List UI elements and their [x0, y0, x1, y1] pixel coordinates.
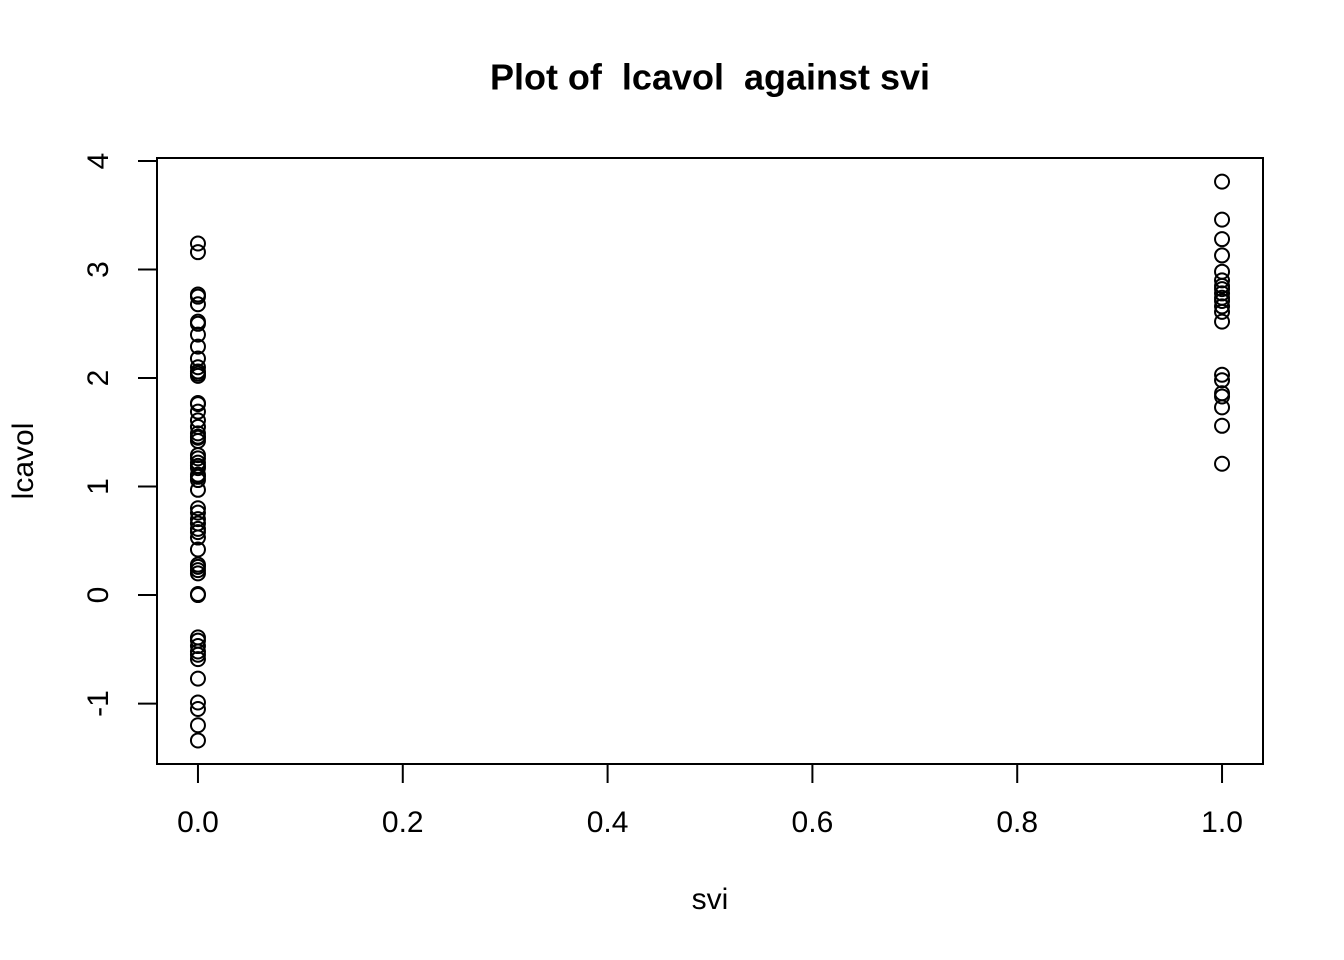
y-tick-label: 0 [82, 587, 115, 604]
point [1214, 293, 1231, 310]
point [189, 732, 206, 749]
point [189, 524, 206, 541]
point [189, 296, 206, 313]
point [189, 481, 206, 498]
point [189, 450, 206, 467]
point [189, 315, 206, 332]
x-tick-label: 0.6 [792, 806, 834, 839]
point [1214, 281, 1231, 298]
point [1214, 313, 1231, 330]
point [1214, 247, 1231, 264]
point [1214, 399, 1231, 416]
point [189, 587, 206, 604]
point [189, 367, 206, 384]
point [189, 717, 206, 734]
point [1214, 385, 1231, 402]
point [189, 244, 206, 261]
chart-title: Plot of lcavol against svi [490, 57, 930, 98]
point [189, 529, 206, 546]
point [189, 670, 206, 687]
x-tick-label: 0.2 [382, 806, 424, 839]
point [189, 338, 206, 355]
point [189, 504, 206, 521]
x-tick-label: 0.0 [177, 806, 219, 839]
point [189, 500, 206, 517]
point [189, 472, 206, 489]
point [189, 565, 206, 582]
x-axis-title: svi [692, 883, 729, 916]
point [189, 460, 206, 477]
y-tick-label: 3 [82, 261, 115, 278]
point [189, 396, 206, 413]
y-tick-label: 2 [82, 370, 115, 387]
x-tick-label: 0.8 [996, 806, 1038, 839]
point [1214, 366, 1231, 383]
point [1214, 173, 1231, 190]
y-tick-label: 1 [82, 478, 115, 495]
point [189, 288, 206, 305]
point [189, 541, 206, 558]
point [189, 235, 206, 252]
x-tick-label: 0.4 [587, 806, 629, 839]
point [1214, 388, 1231, 405]
point [1214, 303, 1231, 320]
point [189, 646, 206, 663]
x-tick-label: 1.0 [1201, 806, 1243, 839]
plot-box [156, 157, 1264, 765]
y-tick-label: -1 [82, 690, 115, 717]
y-tick-label: 4 [82, 153, 115, 170]
point [189, 694, 206, 711]
point [189, 403, 206, 420]
point [189, 700, 206, 717]
point [189, 359, 206, 376]
point [1214, 211, 1231, 228]
point [1214, 417, 1231, 434]
point [189, 651, 206, 668]
point [1214, 298, 1231, 315]
point [1214, 455, 1231, 472]
y-axis-title: lcavol [7, 423, 40, 500]
point [1214, 231, 1231, 248]
point [189, 326, 206, 343]
